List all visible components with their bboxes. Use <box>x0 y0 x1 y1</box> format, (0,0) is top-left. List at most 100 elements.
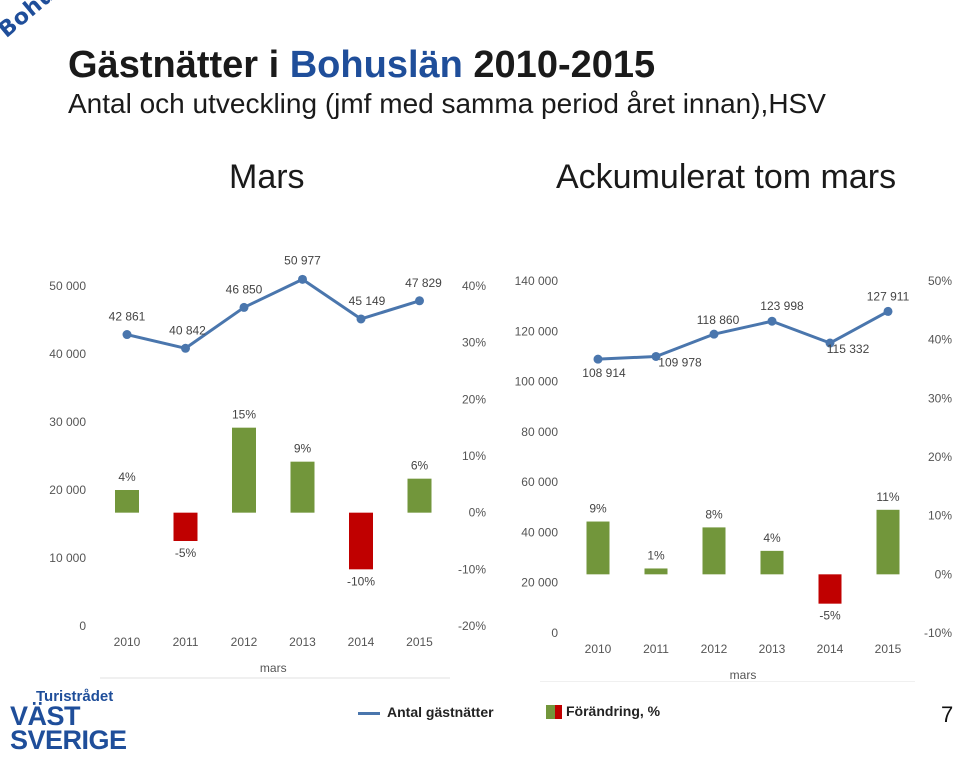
mars-point <box>122 330 132 340</box>
ack-right-tick: 0% <box>935 567 953 581</box>
mars-point <box>298 274 307 284</box>
ack-line <box>597 310 889 361</box>
ack-left-tick: 140 000 <box>515 274 559 288</box>
ack-line-label: 108 914 <box>582 366 626 380</box>
mars-line-label: 46 850 <box>226 282 263 296</box>
mars-bar-label: 6% <box>411 459 429 473</box>
mars-bar-label: 9% <box>294 442 312 456</box>
logo-big-text: VÄST SVERIGE <box>10 701 127 755</box>
page-title: Gästnätter i Bohuslän 2010-2015 <box>68 44 655 87</box>
mars-point <box>356 314 366 324</box>
page-subtitle: Antal och utveckling (jmf med samma peri… <box>68 88 826 119</box>
ack-right-tick: -10% <box>924 626 952 640</box>
ack-point <box>767 316 777 326</box>
mars-line-label: 40 842 <box>169 323 206 337</box>
mars-point <box>239 302 249 312</box>
ack-bar <box>586 521 610 575</box>
ack-x-axis-label: mars <box>730 668 757 682</box>
legend-bar-label: Förändring, % <box>566 703 661 719</box>
mars-right-tick: -20% <box>458 619 486 633</box>
mars-category-label: 2010 <box>114 635 141 649</box>
title-highlight: Bohuslän <box>289 44 463 86</box>
mars-line-label: 42 861 <box>109 310 146 324</box>
mars-bar-label: 4% <box>118 470 136 484</box>
mars-right-tick: -10% <box>458 562 486 576</box>
ack-point <box>709 329 719 339</box>
ack-right-tick: 50% <box>928 274 952 288</box>
ack-bar-label: 1% <box>647 548 665 562</box>
ack-bar-label: 8% <box>705 507 723 521</box>
ack-line-label: 118 860 <box>697 313 740 327</box>
ack-line-label: 127 911 <box>867 289 910 303</box>
legend-line-swatch <box>358 712 380 715</box>
mars-left-tick: 0 <box>79 619 86 633</box>
ack-bar-label: 4% <box>763 531 781 545</box>
ack-bar <box>760 550 784 575</box>
mars-bar <box>407 478 432 513</box>
ack-left-tick: 80 000 <box>521 425 558 439</box>
mars-left-tick: 40 000 <box>49 347 86 361</box>
ack-category-label: 2012 <box>701 642 728 656</box>
logo-line-1: VÄST <box>10 701 81 731</box>
mars-line-label: 50 977 <box>284 253 321 267</box>
title-prefix: Gästnätter i <box>68 44 290 86</box>
title-suffix: 2010-2015 <box>462 44 656 86</box>
corner-label: Bohuslän <box>0 0 101 43</box>
ack-left-tick: 0 <box>551 626 558 640</box>
ack-point <box>593 354 603 364</box>
mars-right-tick: 20% <box>462 392 486 406</box>
page-number: 7 <box>941 702 954 727</box>
ack-point <box>651 351 661 361</box>
mars-category-label: 2015 <box>406 635 433 649</box>
mars-line <box>126 277 420 350</box>
ack-bar-label: 9% <box>589 502 607 516</box>
mars-left-tick: 50 000 <box>49 279 86 293</box>
ack-category-label: 2015 <box>875 642 902 656</box>
ack-bar-label: 11% <box>876 490 899 504</box>
legend-line-label: Antal gästnätter <box>387 704 494 720</box>
ack-category-label: 2010 <box>585 642 612 656</box>
section-title-mars: Mars <box>229 158 305 196</box>
ack-left-tick: 100 000 <box>515 375 559 389</box>
ack-bar <box>818 574 842 604</box>
mars-left-tick: 20 000 <box>49 483 86 497</box>
mars-point <box>415 296 424 306</box>
ack-category-label: 2013 <box>759 642 786 656</box>
ack-category-label: 2011 <box>643 642 669 656</box>
ack-left-tick: 20 000 <box>521 576 558 590</box>
ack-bar-label: -5% <box>819 609 841 623</box>
mars-bar <box>115 490 139 513</box>
ack-point <box>883 306 893 316</box>
ack-point <box>825 338 835 348</box>
section-title-ackumulerat: Ackumulerat tom mars <box>556 158 897 196</box>
mars-bar <box>232 427 256 513</box>
logo-line-2: SVERIGE <box>10 725 127 755</box>
mars-bar-label: -5% <box>175 546 197 560</box>
mars-x-axis-label: mars <box>260 661 287 675</box>
ack-left-tick: 120 000 <box>515 324 559 338</box>
ack-right-tick: 20% <box>928 450 952 464</box>
mars-right-tick: 0% <box>469 506 487 520</box>
chart-mars: 0 10 000 20 000 30 000 40 000 50 000 -20% -10% 0… <box>49 253 487 679</box>
mars-right-tick: 30% <box>462 336 486 350</box>
mars-category-label: 2012 <box>231 635 258 649</box>
mars-category-label: 2013 <box>289 635 316 649</box>
mars-right-tick: 10% <box>462 449 486 463</box>
mars-right-tick: 40% <box>462 279 486 293</box>
ack-left-tick: 40 000 <box>521 525 558 539</box>
ack-category-label: 2014 <box>817 642 844 656</box>
ack-line-label: 123 998 <box>760 299 804 313</box>
mars-left-tick: 10 000 <box>49 551 86 565</box>
mars-bar <box>173 512 198 541</box>
mars-point <box>181 343 190 353</box>
vastsverige-logo: Turistrådet VÄST SVERIGE <box>10 688 150 754</box>
ack-right-tick: 40% <box>928 333 952 347</box>
mars-bar-label: 15% <box>232 408 256 422</box>
mars-line-label: 45 149 <box>349 294 386 308</box>
mars-bar <box>349 512 373 570</box>
legend-bar-swatch <box>546 705 562 719</box>
ack-left-tick: 60 000 <box>521 475 558 489</box>
mars-line-label: 47 829 <box>405 276 442 290</box>
chart-ackumulerat: 0 20 000 40 000 60 000 80 000 100 000 120 000 1… <box>515 274 953 682</box>
ack-line-label: 115 332 <box>827 342 870 356</box>
